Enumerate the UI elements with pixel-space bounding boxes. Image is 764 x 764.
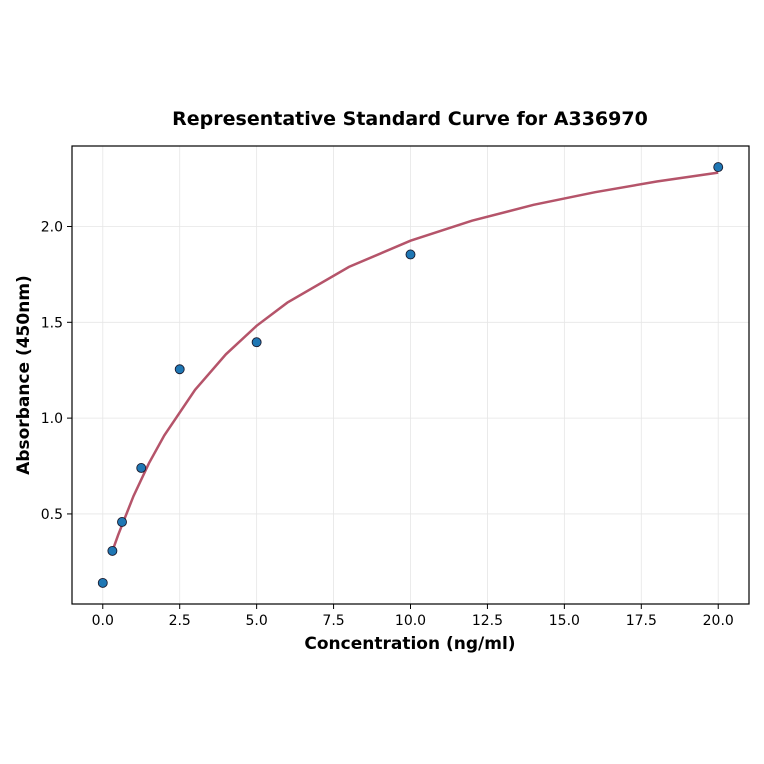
data-point <box>107 545 118 556</box>
y-tick-label: 1.5 <box>41 315 63 331</box>
data-point <box>97 577 108 588</box>
grid <box>72 146 749 604</box>
x-tick-label: 10.0 <box>395 613 426 629</box>
y-axis-label: Absorbance (450nm) <box>14 275 34 475</box>
x-tick-label: 12.5 <box>472 613 503 629</box>
y-tick-label: 2.0 <box>41 219 63 235</box>
x-tick-label: 20.0 <box>703 613 734 629</box>
x-tick-label: 17.5 <box>626 613 657 629</box>
x-ticks: 0.0 2.5 5.0 7.5 10.0 12.5 15.0 17.5 20.0 <box>92 604 734 629</box>
data-points <box>97 162 724 588</box>
y-tick-label: 0.5 <box>41 507 63 523</box>
x-tick-label: 5.0 <box>246 613 268 629</box>
y-ticks: 0.5 1.0 1.5 2.0 <box>41 219 72 523</box>
chart-title: Representative Standard Curve for A33697… <box>172 108 648 130</box>
data-point <box>174 364 185 375</box>
data-point <box>136 462 147 473</box>
data-point <box>405 249 416 260</box>
y-tick-label: 1.0 <box>41 411 63 427</box>
x-tick-label: 0.0 <box>92 613 114 629</box>
x-axis-label: Concentration (ng/ml) <box>304 634 515 654</box>
x-tick-label: 15.0 <box>549 613 580 629</box>
x-tick-label: 2.5 <box>169 613 191 629</box>
data-point <box>713 162 724 173</box>
data-point <box>251 337 262 348</box>
x-tick-label: 7.5 <box>322 613 344 629</box>
data-point <box>117 517 127 527</box>
fit-curve <box>111 171 719 552</box>
